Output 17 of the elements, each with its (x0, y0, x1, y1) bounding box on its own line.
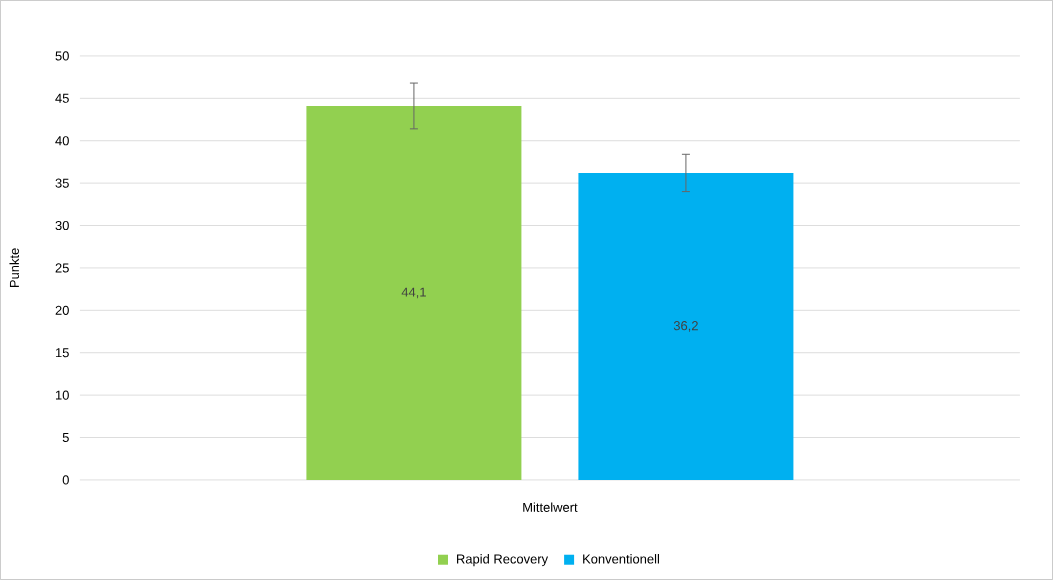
y-tick-label: 15 (55, 348, 69, 358)
y-tick-label: 20 (55, 305, 69, 315)
y-axis-title: Punkte (9, 248, 19, 288)
y-tick-label: 40 (55, 136, 69, 146)
y-tick-label: 10 (55, 390, 69, 400)
legend-label: Rapid Recovery (457, 554, 549, 567)
y-tick-label: 25 (55, 263, 69, 273)
y-tick-label: 30 (55, 220, 69, 231)
y-tick-label: 0 (62, 475, 69, 485)
y-tick-label: 45 (55, 93, 69, 103)
data-label: 36,2 (673, 321, 698, 332)
y-tick-label: 50 (55, 51, 69, 61)
y-tick-label: 35 (55, 178, 69, 188)
legend-label: Konventionell (583, 554, 659, 564)
x-tick-label: Mittelwert (523, 502, 578, 512)
y-tick-label: 5 (62, 433, 69, 443)
data-label: 44,1 (401, 287, 426, 299)
